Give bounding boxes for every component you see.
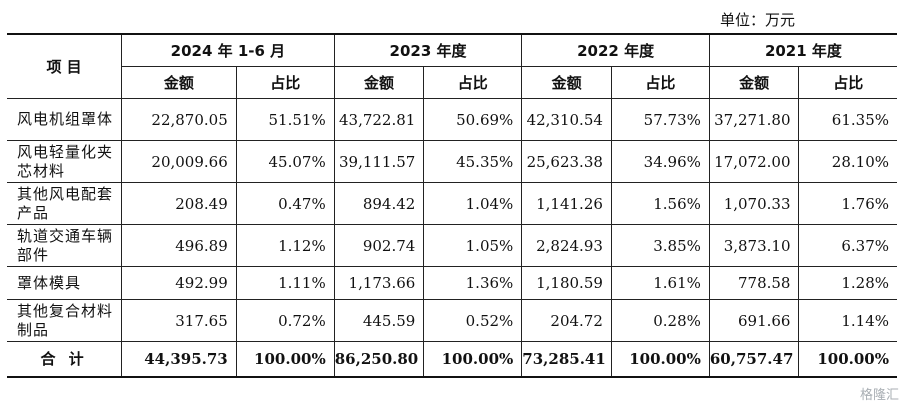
cell-value: 1.36% bbox=[423, 266, 523, 300]
cell-value: 37,271.80 bbox=[708, 98, 800, 141]
total-value: 86,250.80 bbox=[333, 341, 425, 378]
table-row: 风电轻量化夹芯材料 20,009.66 45.07% 39,111.57 45.… bbox=[7, 140, 897, 183]
cell-value: 1,180.59 bbox=[521, 266, 612, 300]
item-header: 项 目 bbox=[7, 33, 123, 99]
revenue-table: 项 目 2024 年 1-6 月 2023 年度 2022 年度 2021 年度… bbox=[7, 33, 897, 378]
ratio-header: 占比 bbox=[798, 66, 897, 99]
cell-value: 42,310.54 bbox=[521, 98, 612, 141]
table-row: 其他复合材料制品 317.65 0.72% 445.59 0.52% 204.7… bbox=[7, 299, 897, 342]
header-row-metrics: 金额 占比 金额 占比 金额 占比 金额 占比 bbox=[7, 66, 897, 99]
cell-value: 445.59 bbox=[333, 299, 425, 342]
total-value: 73,285.41 bbox=[521, 341, 612, 378]
watermark-logo: 格隆汇 bbox=[859, 388, 899, 403]
cell-value: 1.28% bbox=[798, 266, 897, 300]
cell-value: 43,722.81 bbox=[333, 98, 425, 141]
unit-label: 单位：万元 bbox=[720, 11, 796, 29]
cell-value: 34.96% bbox=[610, 140, 710, 183]
cell-value: 28.10% bbox=[798, 140, 897, 183]
period-header: 2024 年 1-6 月 bbox=[121, 33, 335, 67]
cell-value: 691.66 bbox=[708, 299, 800, 342]
total-value: 100.00% bbox=[423, 341, 523, 378]
ratio-header: 占比 bbox=[610, 66, 710, 99]
cell-value: 0.52% bbox=[423, 299, 523, 342]
total-label: 合 计 bbox=[7, 341, 123, 378]
cell-value: 0.28% bbox=[610, 299, 710, 342]
cell-value: 2,824.93 bbox=[521, 224, 612, 267]
amount-header: 金额 bbox=[333, 66, 425, 99]
cell-value: 50.69% bbox=[423, 98, 523, 141]
cell-value: 3.85% bbox=[610, 224, 710, 267]
cell-value: 902.74 bbox=[333, 224, 425, 267]
row-name: 其他复合材料制品 bbox=[7, 299, 123, 342]
row-name: 罩体模具 bbox=[7, 266, 123, 300]
total-value: 100.00% bbox=[798, 341, 897, 378]
row-name: 轨道交通车辆部件 bbox=[7, 224, 123, 267]
header-row-periods: 项 目 2024 年 1-6 月 2023 年度 2022 年度 2021 年度 bbox=[7, 33, 897, 99]
cell-value: 1.04% bbox=[423, 182, 523, 225]
cell-value: 0.47% bbox=[235, 182, 335, 225]
row-name: 风电轻量化夹芯材料 bbox=[7, 140, 123, 183]
cell-value: 39,111.57 bbox=[333, 140, 425, 183]
cell-value: 51.51% bbox=[235, 98, 335, 141]
cell-value: 25,623.38 bbox=[521, 140, 612, 183]
cell-value: 3,873.10 bbox=[708, 224, 800, 267]
ratio-header: 占比 bbox=[423, 66, 523, 99]
cell-value: 0.72% bbox=[235, 299, 335, 342]
period-header: 2022 年度 bbox=[521, 33, 710, 67]
cell-value: 57.73% bbox=[610, 98, 710, 141]
cell-value: 1.56% bbox=[610, 182, 710, 225]
total-value: 100.00% bbox=[610, 341, 710, 378]
cell-value: 17,072.00 bbox=[708, 140, 800, 183]
cell-value: 1,141.26 bbox=[521, 182, 612, 225]
cell-value: 20,009.66 bbox=[121, 140, 237, 183]
cell-value: 1.14% bbox=[798, 299, 897, 342]
cell-value: 317.65 bbox=[121, 299, 237, 342]
period-header: 2023 年度 bbox=[333, 33, 523, 67]
table-row: 风电机组罩体 22,870.05 51.51% 43,722.81 50.69%… bbox=[7, 98, 897, 141]
total-value: 44,395.73 bbox=[121, 341, 237, 378]
cell-value: 45.07% bbox=[235, 140, 335, 183]
table-row: 罩体模具 492.99 1.11% 1,173.66 1.36% 1,180.5… bbox=[7, 266, 897, 300]
cell-value: 6.37% bbox=[798, 224, 897, 267]
cell-value: 1,070.33 bbox=[708, 182, 800, 225]
cell-value: 894.42 bbox=[333, 182, 425, 225]
cell-value: 1.76% bbox=[798, 182, 897, 225]
total-value: 60,757.47 bbox=[708, 341, 800, 378]
cell-value: 1.05% bbox=[423, 224, 523, 267]
cell-value: 204.72 bbox=[521, 299, 612, 342]
cell-value: 1.61% bbox=[610, 266, 710, 300]
cell-value: 778.58 bbox=[708, 266, 800, 300]
cell-value: 1,173.66 bbox=[333, 266, 425, 300]
row-name: 风电机组罩体 bbox=[7, 98, 123, 141]
table-row: 轨道交通车辆部件 496.89 1.12% 902.74 1.05% 2,824… bbox=[7, 224, 897, 267]
table-row: 其他风电配套产品 208.49 0.47% 894.42 1.04% 1,141… bbox=[7, 182, 897, 225]
cell-value: 1.11% bbox=[235, 266, 335, 300]
cell-value: 45.35% bbox=[423, 140, 523, 183]
cell-value: 496.89 bbox=[121, 224, 237, 267]
cell-value: 61.35% bbox=[798, 98, 897, 141]
cell-value: 1.12% bbox=[235, 224, 335, 267]
cell-value: 492.99 bbox=[121, 266, 237, 300]
amount-header: 金额 bbox=[121, 66, 237, 99]
amount-header: 金额 bbox=[521, 66, 612, 99]
row-name: 其他风电配套产品 bbox=[7, 182, 123, 225]
cell-value: 208.49 bbox=[121, 182, 237, 225]
period-header: 2021 年度 bbox=[708, 33, 897, 67]
ratio-header: 占比 bbox=[235, 66, 335, 99]
total-value: 100.00% bbox=[235, 341, 335, 378]
cell-value: 22,870.05 bbox=[121, 98, 237, 141]
total-row: 合 计 44,395.73 100.00% 86,250.80 100.00% … bbox=[7, 341, 897, 378]
amount-header: 金额 bbox=[708, 66, 800, 99]
